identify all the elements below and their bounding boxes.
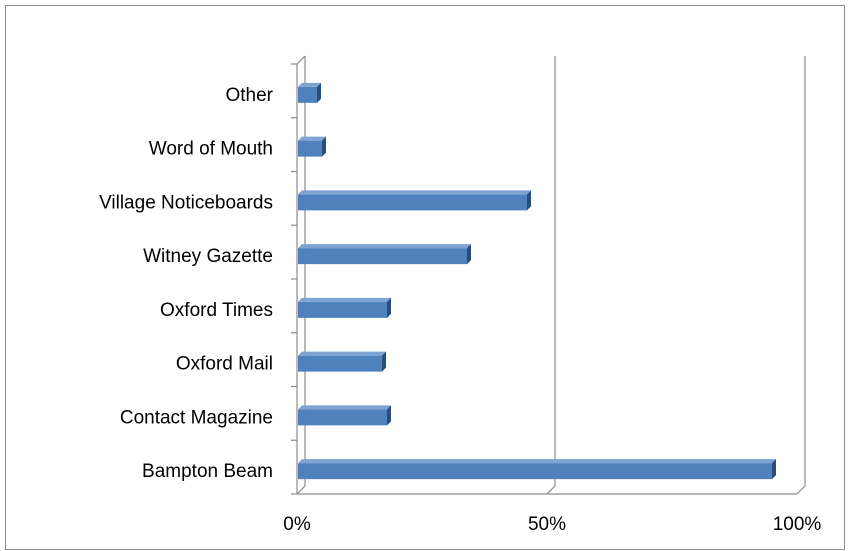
bar-front [298, 194, 527, 211]
bar-top [298, 459, 776, 464]
axes [291, 55, 797, 495]
bar-side [317, 82, 321, 103]
bar [298, 351, 386, 372]
bar [298, 405, 391, 426]
category-label: Oxford Times [160, 300, 273, 321]
bar [298, 190, 531, 211]
bar-top [298, 297, 391, 302]
category-label: Village Noticeboards [99, 192, 273, 213]
bar-front [298, 248, 467, 265]
category-label: Word of Mouth [149, 139, 273, 160]
bars [298, 82, 776, 480]
bar [298, 136, 326, 157]
x-tick-labels: 0% 50% 100% [283, 514, 821, 535]
bar-front [298, 301, 387, 318]
bar-side [322, 136, 326, 157]
bar-front [298, 355, 382, 372]
bar-side [467, 244, 471, 265]
bar-front [298, 140, 322, 157]
gridlines [296, 56, 806, 495]
bar-side [527, 190, 531, 211]
floor-tick [796, 485, 806, 495]
bar-top [298, 351, 386, 356]
bar [298, 244, 471, 265]
bar [298, 82, 321, 103]
bar-side [382, 351, 386, 372]
category-label: Contact Magazine [120, 407, 273, 428]
bar-top [298, 136, 326, 141]
bar-top [298, 405, 391, 410]
bar-front [298, 463, 772, 480]
bar-top [298, 82, 321, 87]
bar-chart: Other Word of Mouth Village Noticeboards Wi… [99, 55, 821, 535]
bar-top [298, 190, 531, 195]
bar-side [387, 297, 391, 318]
bar [298, 297, 391, 318]
bar-side [772, 459, 776, 480]
category-labels: Other Word of Mouth Village Noticeboards Wi… [99, 85, 274, 482]
bar-top [298, 244, 471, 249]
category-label: Other [225, 85, 273, 106]
category-label: Oxford Mail [176, 354, 273, 375]
chart-frame: Other Word of Mouth Village Noticeboards Wi… [5, 5, 845, 550]
x-tick-label: 0% [283, 514, 311, 535]
axis-corner [296, 55, 306, 65]
bar-front [298, 409, 387, 426]
x-tick-label: 100% [773, 514, 822, 535]
x-tick-label: 50% [528, 514, 566, 535]
category-label: Witney Gazette [143, 246, 273, 267]
category-label: Bampton Beam [142, 461, 273, 482]
bar-front [298, 86, 317, 103]
bar [298, 459, 776, 480]
bar-side [387, 405, 391, 426]
floor-tick [546, 485, 556, 495]
floor-tick [296, 485, 306, 495]
